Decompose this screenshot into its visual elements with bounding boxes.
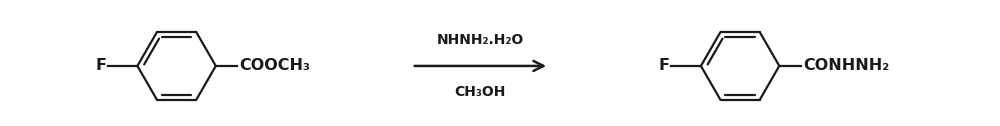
Text: F: F (659, 58, 670, 73)
Text: F: F (95, 58, 106, 73)
Text: COOCH₃: COOCH₃ (239, 58, 310, 73)
Text: NHNH₂.H₂O: NHNH₂.H₂O (437, 33, 524, 47)
Text: CH₃OH: CH₃OH (455, 85, 506, 99)
Text: CONHNH₂: CONHNH₂ (803, 58, 889, 73)
